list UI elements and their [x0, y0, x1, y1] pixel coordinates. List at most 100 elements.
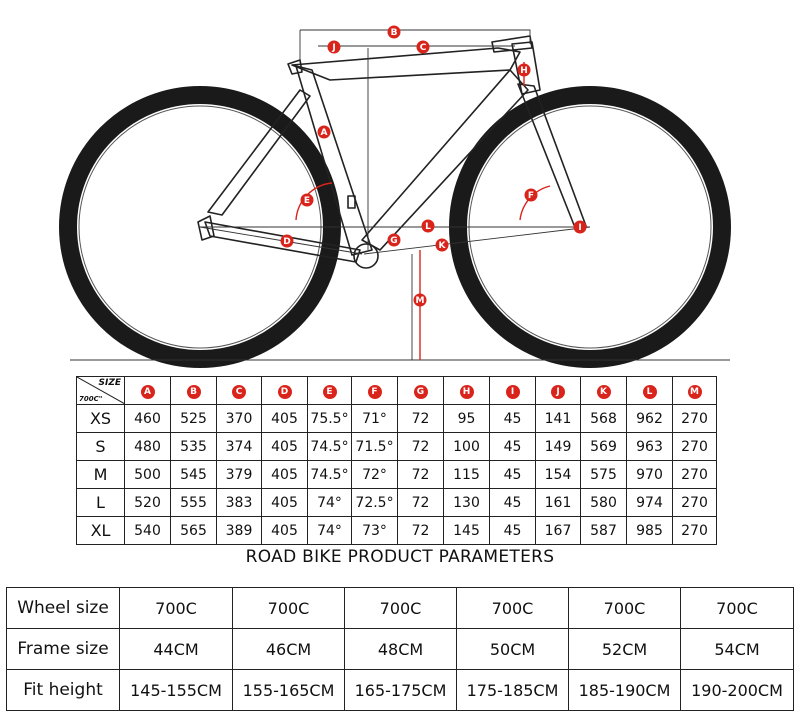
table-cell: 45	[489, 460, 536, 489]
table-cell: 700C	[680, 587, 794, 629]
svg-text:H: H	[520, 66, 528, 76]
column-header-f: F	[351, 376, 398, 405]
table-cell: 270	[672, 432, 717, 461]
table-cell: 72	[397, 404, 444, 433]
table-cell: 370	[216, 404, 262, 433]
fit-table: Wheel size 700C 700C 700C 700C 700C 700C…	[6, 587, 794, 711]
column-header-l: L	[626, 376, 673, 405]
table-cell: 379	[216, 460, 262, 489]
geometry-table: SIZE 700C" A B C D E F G H I J K L M XS …	[76, 376, 717, 545]
measurement-lines	[70, 29, 730, 361]
label-H: H	[517, 63, 531, 77]
table-cell: 974	[626, 488, 673, 517]
table-cell: 700C	[232, 587, 345, 629]
table-cell: 700C	[456, 587, 569, 629]
table-cell: 962	[626, 404, 673, 433]
table-cell: 963	[626, 432, 673, 461]
table-cell: 72	[397, 516, 444, 545]
table-cell: 535	[170, 432, 217, 461]
table-cell: 374	[216, 432, 262, 461]
column-header-c: C	[216, 376, 262, 405]
bike-frame	[197, 35, 587, 269]
table-cell: 270	[672, 488, 717, 517]
column-header-e: E	[307, 376, 352, 405]
column-header-g: G	[397, 376, 444, 405]
table-cell: 141	[535, 404, 581, 433]
table-cell: 71°	[351, 404, 398, 433]
table-cell: 555	[170, 488, 217, 517]
table-cell: 74°	[307, 488, 352, 517]
svg-text:M: M	[416, 296, 425, 306]
table-cell: 71.5°	[351, 432, 398, 461]
table-cell: 700C	[568, 587, 681, 629]
table-cell: 155-165CM	[232, 669, 345, 711]
svg-text:J: J	[331, 43, 335, 53]
row-label: Frame size	[6, 628, 120, 670]
table-cell: 48CM	[344, 628, 457, 670]
column-header-a: A	[124, 376, 171, 405]
table-cell: 72	[397, 460, 444, 489]
table-cell: 460	[124, 404, 171, 433]
table-cell: 565	[170, 516, 217, 545]
table-cell: 50CM	[456, 628, 569, 670]
fit-height-row: Fit height 145-155CM 155-165CM 165-175CM…	[6, 669, 794, 711]
table-cell: 405	[261, 516, 308, 545]
svg-text:L: L	[425, 222, 431, 232]
table-cell: 270	[672, 460, 717, 489]
label-L: L	[421, 219, 435, 233]
table-cell: 100	[443, 432, 490, 461]
label-E: E	[300, 193, 314, 207]
table-cell: 520	[124, 488, 171, 517]
size-corner-cell: SIZE 700C"	[76, 376, 125, 405]
table-cell: 95	[443, 404, 490, 433]
svg-text:G: G	[390, 236, 397, 246]
table-cell: 145-155CM	[119, 669, 233, 711]
size-label: XL	[76, 516, 125, 545]
svg-text:B: B	[391, 28, 398, 38]
svg-text:K: K	[439, 241, 447, 251]
row-label: Fit height	[6, 669, 120, 711]
table-cell: 75.5°	[307, 404, 352, 433]
label-A: A	[317, 125, 331, 139]
table-cell: 580	[580, 488, 627, 517]
table-cell: 130	[443, 488, 490, 517]
table-cell: 72	[397, 488, 444, 517]
bike-geometry-diagram: A B C D E F G H I J K L	[59, 25, 731, 368]
table-cell: 72.5°	[351, 488, 398, 517]
column-header-d: D	[261, 376, 308, 405]
svg-text:D: D	[283, 237, 290, 247]
table-row: XL 540 565 389 405 74° 73° 72 145 45 167…	[76, 516, 717, 545]
table-cell: 405	[261, 432, 308, 461]
product-parameters-title: ROAD BIKE PRODUCT PARAMETERS	[245, 547, 555, 567]
table-cell: 985	[626, 516, 673, 545]
table-cell: 270	[672, 516, 717, 545]
size-label: S	[76, 432, 125, 461]
size-label: XS	[76, 404, 125, 433]
table-cell: 72	[397, 432, 444, 461]
table-cell: 145	[443, 516, 490, 545]
table-cell: 568	[580, 404, 627, 433]
column-header-i: I	[489, 376, 536, 405]
label-C: C	[416, 40, 430, 54]
corner-divider	[77, 377, 125, 404]
table-cell: 175-185CM	[456, 669, 569, 711]
table-cell: 540	[124, 516, 171, 545]
label-B: B	[387, 25, 401, 39]
table-cell: 525	[170, 404, 217, 433]
table-cell: 700C	[344, 587, 457, 629]
table-cell: 74.5°	[307, 460, 352, 489]
svg-text:F: F	[528, 191, 534, 201]
table-cell: 405	[261, 460, 308, 489]
size-label: M	[76, 460, 125, 489]
table-row: M 500 545 379 405 74.5° 72° 72 115 45 15…	[76, 460, 717, 489]
size-label: L	[76, 488, 125, 517]
column-header-m: M	[672, 376, 717, 405]
table-cell: 54CM	[680, 628, 794, 670]
table-cell: 270	[672, 404, 717, 433]
label-D: D	[280, 234, 294, 248]
table-cell: 480	[124, 432, 171, 461]
table-cell: 587	[580, 516, 627, 545]
table-cell: 190-200CM	[680, 669, 794, 711]
wheel-size-row: Wheel size 700C 700C 700C 700C 700C 700C	[6, 587, 794, 629]
table-cell: 161	[535, 488, 581, 517]
